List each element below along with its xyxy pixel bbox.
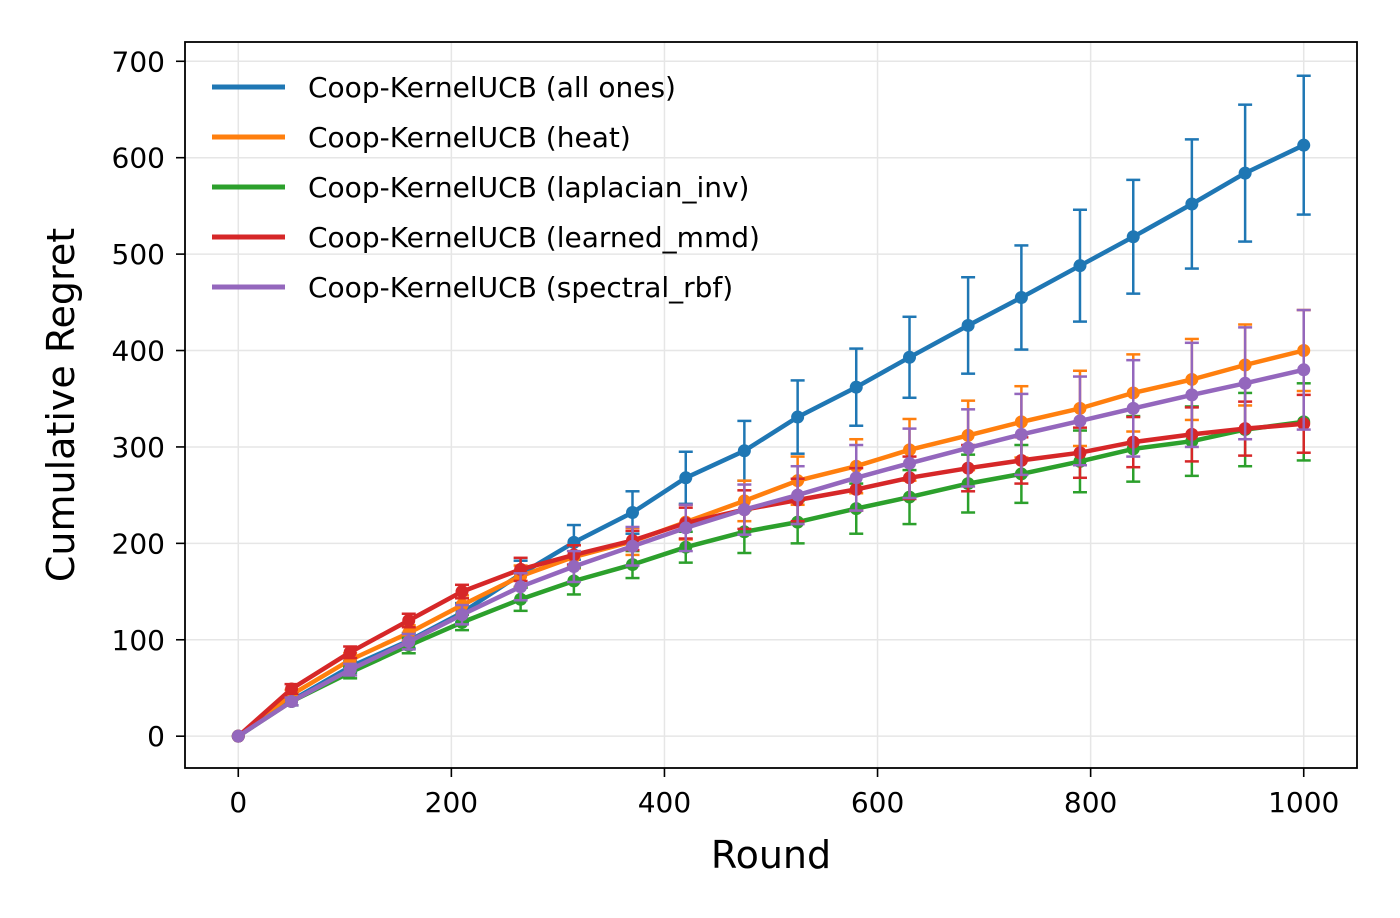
data-point — [1238, 376, 1252, 390]
series-4 — [231, 308, 1311, 743]
y-tick-label: 500 — [112, 238, 165, 271]
legend: Coop-KernelUCB (all ones) Coop-KernelUCB … — [212, 71, 760, 304]
legend-label: Coop-KernelUCB (laplacian_inv) — [308, 171, 749, 204]
series-line — [236, 419, 1306, 739]
data-point — [1126, 401, 1140, 415]
y-tick-label: 200 — [112, 527, 165, 560]
data-point — [961, 441, 975, 455]
data-point — [1297, 363, 1311, 377]
data-point — [1185, 197, 1199, 211]
data-point — [849, 471, 863, 485]
data-point — [1073, 259, 1087, 273]
data-point — [402, 635, 416, 649]
legend-label: Coop-KernelUCB (learned_mmd) — [308, 221, 760, 254]
legend-entry: Coop-KernelUCB (learned_mmd) — [212, 221, 760, 254]
legend-entry: Coop-KernelUCB (laplacian_inv) — [212, 171, 749, 204]
y-tick-label: 400 — [112, 335, 165, 368]
legend-label: Coop-KernelUCB (heat) — [308, 121, 631, 154]
x-tick-label: 0 — [229, 786, 247, 819]
y-tick-label: 300 — [112, 431, 165, 464]
x-tick-label: 400 — [638, 786, 691, 819]
data-point — [625, 539, 639, 553]
axis-ticks: 0 200 400 600 800 1000 0 100 200 300 400 500 600 700 — [112, 45, 1340, 819]
series-line — [236, 348, 1306, 739]
x-tick-label: 600 — [851, 786, 904, 819]
data-point — [285, 682, 299, 696]
y-tick-label: 600 — [112, 142, 165, 175]
data-point — [1014, 290, 1028, 304]
data-point — [1185, 388, 1199, 402]
x-tick-label: 800 — [1064, 786, 1117, 819]
data-point — [903, 350, 917, 364]
data-point — [1014, 427, 1028, 441]
x-axis-title: Round — [711, 833, 831, 877]
data-point — [737, 503, 751, 517]
x-tick-label: 200 — [425, 786, 478, 819]
series-line — [236, 367, 1306, 739]
data-point — [514, 580, 528, 594]
data-point — [961, 318, 975, 332]
series-line — [236, 421, 1306, 739]
legend-label: Coop-KernelUCB (spectral_rbf) — [308, 271, 733, 304]
legend-entry: Coop-KernelUCB (heat) — [212, 121, 631, 154]
data-point — [1073, 414, 1087, 428]
data-point — [402, 613, 416, 627]
data-point — [903, 456, 917, 470]
x-tick-label: 1000 — [1268, 786, 1339, 819]
y-tick-label: 700 — [112, 45, 165, 78]
data-point — [567, 559, 581, 573]
data-point — [737, 444, 751, 458]
data-point — [1297, 138, 1311, 152]
legend-entry: Coop-KernelUCB (spectral_rbf) — [212, 271, 733, 304]
y-tick-label: 100 — [112, 624, 165, 657]
y-axis-title: Cumulative Regret — [39, 228, 83, 582]
data-point — [285, 694, 299, 708]
legend-entry: Coop-KernelUCB (all ones) — [212, 71, 676, 104]
data-point — [849, 380, 863, 394]
data-point — [1126, 230, 1140, 244]
data-point — [679, 471, 693, 485]
legend-label: Coop-KernelUCB (all ones) — [308, 71, 676, 104]
data-point — [343, 663, 357, 677]
data-point — [791, 488, 805, 502]
data-point — [455, 585, 469, 599]
series-layer — [231, 74, 1311, 743]
y-tick-label: 0 — [147, 720, 165, 753]
data-point — [343, 645, 357, 659]
data-point — [625, 506, 639, 520]
plot-frame — [184, 41, 1358, 769]
data-point — [791, 410, 805, 424]
data-point — [1238, 166, 1252, 180]
data-point — [679, 521, 693, 535]
data-point — [455, 608, 469, 622]
data-point — [231, 729, 245, 743]
